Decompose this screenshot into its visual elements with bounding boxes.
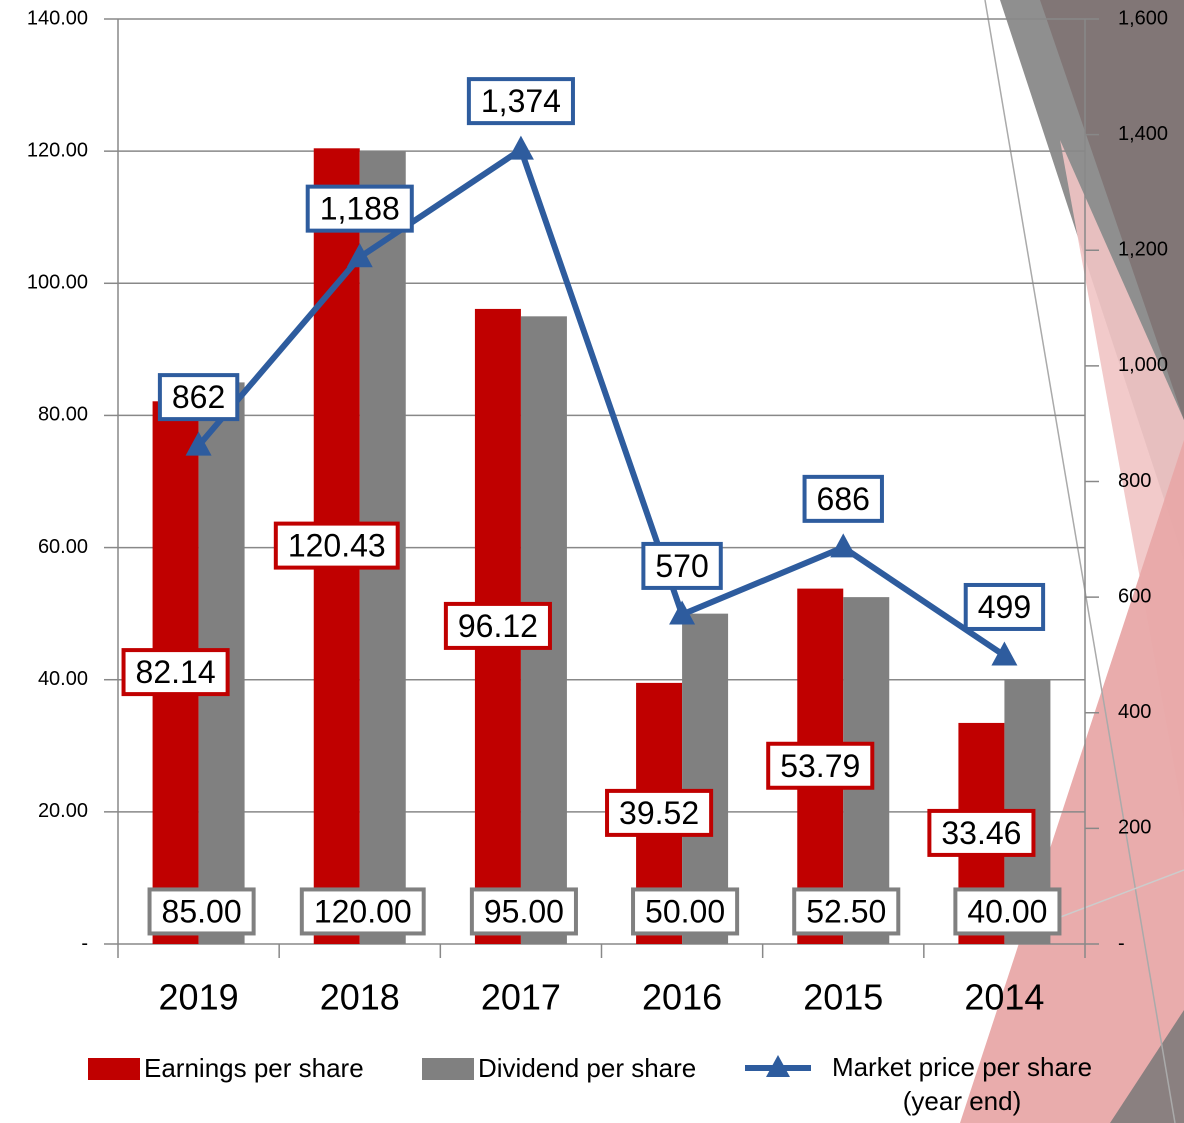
data-label-box [121,648,230,697]
data-label: 53.79 [780,748,860,784]
data-label-box [469,887,578,936]
data-label: 82.14 [136,654,216,690]
x-tick-label: 2019 [159,977,239,1018]
y2-tick-label: - [1118,932,1125,954]
grid: - 20.00 40.00 60.00 80.00 100.00 120.00 140.00 -… [27,7,1168,1017]
data-label-box [443,601,552,650]
data-label-box [147,887,256,936]
data-label: 120.43 [288,528,386,564]
data-label-box [963,582,1046,631]
x-tick-label: 2014 [964,977,1044,1018]
data-label-box [605,788,714,837]
deco-red [960,440,1184,1123]
decoration [960,0,1184,1123]
y-tick-label: 140.00 [27,7,88,29]
y2-tick-label: 1,200 [1118,239,1168,261]
legend-label: Dividend per share [478,1053,696,1083]
data-label: 39.52 [619,795,699,831]
y-tick-label: 100.00 [27,272,88,294]
legend-marker [766,1055,790,1077]
plot: 82.14 85.00 120.43 120.00 96.12 95.00 39.52 50.… [88,77,1062,1083]
data-label-box [927,808,1036,857]
legend-label: Market price per share (year end) [831,1052,1093,1116]
marker [507,135,534,160]
y2-tick-label: 1,000 [1118,354,1168,376]
data-label: 499 [978,589,1031,625]
data-label: 96.12 [458,608,538,644]
marker [185,431,212,456]
y2-tick-label: 200 [1118,817,1151,839]
legend-label: Earnings per share [144,1053,364,1083]
line [196,145,1007,659]
x-tick-label: 2018 [320,977,400,1018]
deco-line [984,0,1176,1123]
data-label: 862 [172,379,225,415]
x-tick-label: 2016 [642,977,722,1018]
deco-gray2 [1110,1010,1184,1123]
y2-tick-label: 400 [1118,701,1151,723]
marker [830,533,857,558]
data-label-box [792,887,901,936]
y-tick-label: - [81,932,88,954]
data-label: 40.00 [967,893,1047,929]
y-tick-label: 60.00 [38,536,88,558]
data-label: 1,374 [481,83,561,119]
data-label-box [953,887,1062,936]
marker [346,243,373,268]
data-label: 1,188 [320,191,400,227]
data-label: 33.46 [941,815,1021,851]
x-tick-label: 2017 [481,977,561,1018]
y2-tick-label: 1,400 [1118,123,1168,145]
y-tick-label: 120.00 [27,139,88,161]
data-label-box [802,474,884,523]
data-label: 570 [655,548,708,584]
data-label: 95.00 [484,893,564,929]
data-label-box [466,77,575,126]
data-label-box [641,541,723,590]
data-label-box [305,184,414,233]
data-label-box [299,887,426,936]
data-label-box [631,887,740,936]
deco-dark [1040,0,1184,420]
data-label: 686 [817,481,870,517]
marker [991,641,1018,666]
marker [669,600,696,625]
y2-tick-label: 800 [1118,470,1151,492]
data-label-box [157,373,240,422]
y-tick-label: 20.00 [38,800,88,822]
y-tick-label: 40.00 [38,668,88,690]
legend-swatch [88,1058,140,1080]
y2-tick-label: 600 [1118,585,1151,607]
data-label: 85.00 [162,893,242,929]
y-tick-label: 80.00 [38,404,88,426]
y2-tick-label: 1,600 [1118,7,1168,29]
legend-swatch [422,1058,474,1080]
data-label-box [273,521,400,570]
x-tick-label: 2015 [803,977,883,1018]
data-label-box [766,741,875,790]
data-label: 50.00 [645,893,725,929]
data-label: 120.00 [314,893,412,929]
data-label: 52.50 [806,893,886,929]
